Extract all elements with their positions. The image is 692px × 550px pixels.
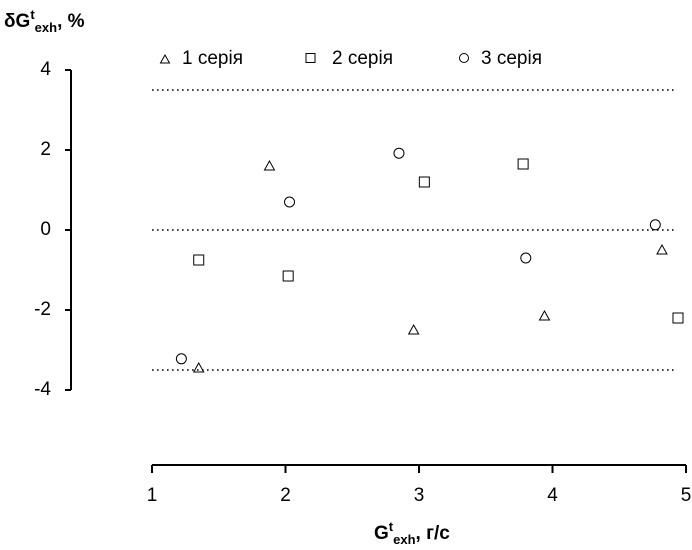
y-tick-label: 2 — [40, 139, 51, 160]
y-tick-label: 0 — [40, 219, 51, 240]
y-title-sub: exh — [35, 20, 57, 35]
y-tick-label: -4 — [34, 379, 51, 400]
x-axis: 1 2 3 4 5 — [147, 464, 692, 506]
data-point-series-2 — [672, 312, 684, 324]
svg-text:Gtexh, г/с: Gtexh, г/с — [374, 519, 450, 547]
x-tick-label: 4 — [547, 485, 558, 506]
data-point-series-2 — [517, 158, 529, 170]
data-point-series-2 — [418, 176, 430, 188]
x-tick-label: 2 — [280, 485, 291, 506]
legend-label-series-1: 1 серія — [182, 48, 243, 69]
data-points — [175, 147, 684, 373]
data-point-series-3 — [520, 252, 532, 264]
data-point-series-1 — [192, 361, 205, 373]
legend: 1 серія 2 серія 3 серія — [159, 48, 542, 69]
y-axis: 4 2 0 -2 -4 — [34, 59, 72, 400]
legend-label-series-3: 3 серія — [481, 48, 542, 69]
legend-triangle-icon — [159, 53, 171, 64]
x-title-suffix: , г/с — [416, 523, 451, 544]
legend-item-series-3: 3 серія — [459, 48, 542, 69]
legend-item-series-1: 1 серія — [159, 48, 243, 69]
legend-item-series-2: 2 серія — [305, 48, 393, 69]
data-point-series-1 — [656, 243, 668, 255]
svg-text:δGtexh, %: δGtexh, % — [4, 7, 85, 35]
legend-square-icon — [305, 53, 316, 63]
data-point-series-3 — [393, 147, 405, 159]
data-point-series-1 — [407, 323, 420, 335]
x-tick-label: 5 — [681, 485, 692, 506]
x-tick-label: 1 — [147, 485, 158, 506]
x-title-sub: exh — [393, 532, 415, 547]
reference-lines — [152, 89, 676, 371]
legend-circle-icon — [459, 53, 469, 63]
data-point-series-3 — [175, 353, 187, 365]
data-point-series-3 — [649, 219, 661, 231]
y-title-base: δG — [4, 11, 30, 32]
y-tick-label: -2 — [34, 299, 51, 320]
data-point-series-3 — [284, 196, 296, 208]
data-point-series-1 — [263, 159, 276, 171]
x-tick-label: 3 — [414, 485, 425, 506]
legend-label-series-2: 2 серія — [332, 48, 393, 69]
y-title-suffix: , % — [57, 11, 85, 32]
x-title-base: G — [374, 523, 389, 544]
y-tick-label: 4 — [40, 59, 51, 80]
y-title-sup: t — [30, 7, 35, 22]
axis-title-y: δGtexh, % — [4, 7, 85, 35]
data-point-series-2 — [282, 270, 294, 282]
data-point-series-1 — [538, 309, 551, 321]
x-title-sup: t — [389, 519, 394, 534]
data-point-series-2 — [193, 254, 205, 266]
axis-title-x: Gtexh, г/с — [374, 519, 450, 547]
